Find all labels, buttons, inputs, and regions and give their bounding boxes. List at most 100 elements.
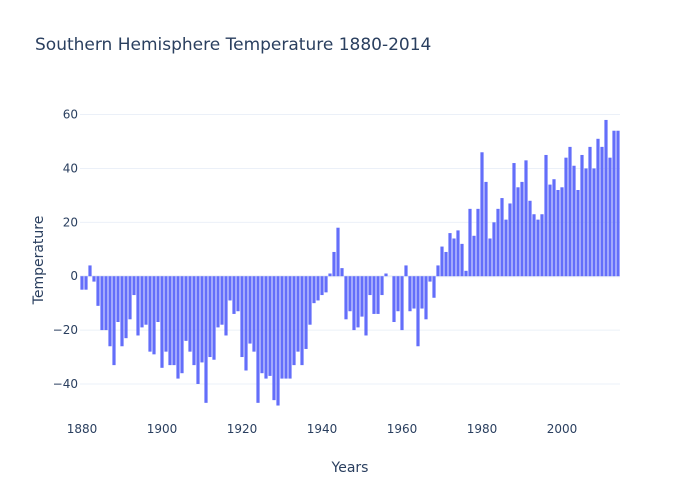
bar-2005[interactable] (580, 154, 584, 277)
bar-1924[interactable] (256, 276, 260, 403)
bar-2010[interactable] (600, 146, 604, 277)
bar-1966[interactable] (424, 276, 428, 320)
bar-1960[interactable] (400, 276, 404, 331)
bar-1982[interactable] (488, 238, 492, 277)
bar-1935[interactable] (300, 276, 304, 366)
bar-1958[interactable] (392, 276, 396, 323)
bar-1883[interactable] (92, 276, 96, 282)
bar-1989[interactable] (516, 187, 520, 277)
bar-1880[interactable] (80, 276, 84, 290)
bar-1905[interactable] (180, 276, 184, 374)
bar-1997[interactable] (548, 184, 552, 277)
bar-1970[interactable] (440, 246, 444, 277)
bar-1964[interactable] (416, 276, 420, 347)
bar-1981[interactable] (484, 181, 488, 277)
bar-1959[interactable] (396, 276, 400, 312)
bar-1927[interactable] (268, 276, 272, 376)
bar-1972[interactable] (448, 233, 452, 277)
bar-2008[interactable] (592, 168, 596, 277)
bar-1990[interactable] (520, 181, 524, 277)
bar-1911[interactable] (204, 276, 208, 403)
bar-1925[interactable] (260, 276, 264, 374)
bar-1912[interactable] (208, 276, 212, 358)
bar-1956[interactable] (384, 273, 388, 277)
bar-1971[interactable] (444, 251, 448, 277)
bar-1978[interactable] (472, 235, 476, 277)
bar-1898[interactable] (152, 276, 156, 355)
bar-1890[interactable] (120, 276, 124, 347)
bar-1904[interactable] (176, 276, 180, 379)
bar-1980[interactable] (480, 152, 484, 277)
bar-2000[interactable] (560, 187, 564, 277)
bar-1930[interactable] (280, 276, 284, 379)
bar-1918[interactable] (232, 276, 236, 314)
bar-1999[interactable] (556, 189, 560, 277)
bar-1968[interactable] (432, 276, 436, 298)
bar-1906[interactable] (184, 276, 188, 341)
bar-1992[interactable] (528, 200, 532, 277)
bar-2011[interactable] (604, 119, 608, 277)
bar-1902[interactable] (168, 276, 172, 366)
bar-1909[interactable] (196, 276, 200, 384)
bar-1916[interactable] (224, 276, 228, 336)
bar-1951[interactable] (364, 276, 368, 336)
bar-1946[interactable] (344, 276, 348, 320)
bar-1923[interactable] (252, 276, 256, 352)
bar-2007[interactable] (588, 146, 592, 277)
bar-1986[interactable] (504, 219, 508, 277)
bar-1888[interactable] (112, 276, 116, 366)
bar-1965[interactable] (420, 276, 424, 309)
bar-1926[interactable] (264, 276, 268, 379)
bar-1929[interactable] (276, 276, 280, 406)
bar-1914[interactable] (216, 276, 220, 328)
bar-1969[interactable] (436, 265, 440, 277)
bar-1938[interactable] (312, 276, 316, 304)
bar-1892[interactable] (128, 276, 132, 320)
bar-2001[interactable] (564, 157, 568, 277)
bar-1921[interactable] (244, 276, 248, 371)
bar-1979[interactable] (476, 208, 480, 277)
bar-1891[interactable] (124, 276, 128, 339)
bar-1954[interactable] (376, 276, 380, 314)
bar-1943[interactable] (332, 251, 336, 277)
bar-1931[interactable] (284, 276, 288, 379)
bar-1928[interactable] (272, 276, 276, 401)
bar-1897[interactable] (148, 276, 152, 352)
bar-1901[interactable] (164, 276, 168, 352)
bar-2006[interactable] (584, 168, 588, 277)
bar-1887[interactable] (108, 276, 112, 347)
bar-1985[interactable] (500, 198, 504, 277)
bar-1903[interactable] (172, 276, 176, 366)
bar-1885[interactable] (100, 276, 104, 331)
bar-1913[interactable] (212, 276, 216, 360)
bar-1882[interactable] (88, 265, 92, 277)
bar-1998[interactable] (552, 179, 556, 277)
bar-1937[interactable] (308, 276, 312, 325)
bar-1936[interactable] (304, 276, 308, 349)
bar-1933[interactable] (292, 276, 296, 366)
bar-1991[interactable] (524, 160, 528, 277)
bar-1947[interactable] (348, 276, 352, 312)
bar-2009[interactable] (596, 138, 600, 277)
bar-1922[interactable] (248, 276, 252, 344)
bar-2003[interactable] (572, 165, 576, 277)
bar-1973[interactable] (452, 238, 456, 277)
bar-1996[interactable] (544, 154, 548, 277)
bar-1940[interactable] (320, 276, 324, 296)
bar-1941[interactable] (324, 276, 328, 293)
bar-1932[interactable] (288, 276, 292, 379)
bar-1987[interactable] (508, 203, 512, 277)
bar-1919[interactable] (236, 276, 240, 312)
bar-1977[interactable] (468, 208, 472, 277)
bar-1889[interactable] (116, 276, 120, 323)
bar-1995[interactable] (540, 214, 544, 277)
bar-1895[interactable] (140, 276, 144, 328)
bar-1950[interactable] (360, 276, 364, 317)
bar-1908[interactable] (192, 276, 196, 366)
bar-1945[interactable] (340, 268, 344, 277)
bar-1915[interactable] (220, 276, 224, 325)
bar-1910[interactable] (200, 276, 204, 363)
bar-1920[interactable] (240, 276, 244, 358)
bar-1994[interactable] (536, 219, 540, 277)
bar-1993[interactable] (532, 214, 536, 277)
